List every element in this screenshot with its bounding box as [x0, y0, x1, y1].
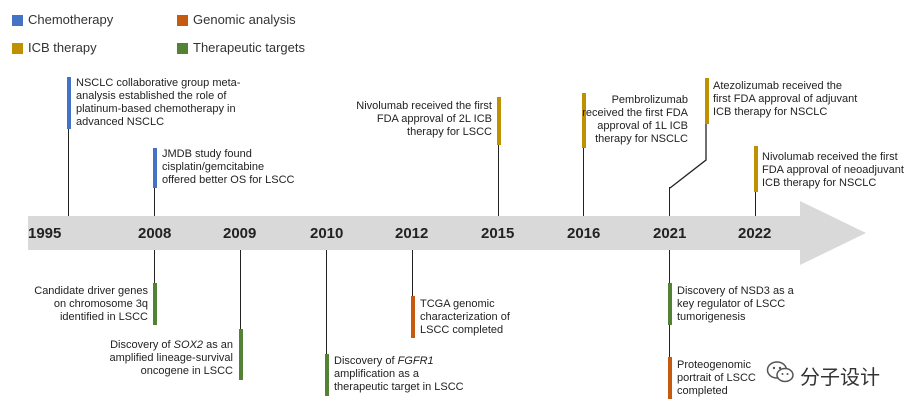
event-2008-top-text: JMDB study found cisplatin/gemcitabine off…	[162, 148, 295, 186]
year-2009: 2009	[223, 225, 257, 242]
connector-2009-bottom	[240, 250, 242, 380]
marker-target-2021	[668, 283, 672, 325]
marker-genomic-2021	[668, 357, 672, 399]
event-2021-bottom-text-2: Proteogenomic portrait of LSCC completed	[677, 359, 756, 397]
legend-label-icb: ICB therapy	[28, 40, 97, 55]
event-2021-bottom-text-1: Discovery of NSD3 as a key regulator of L…	[677, 285, 794, 323]
event-2008-bottom-text: Candidate driver genes on chromosome 3q id…	[34, 285, 148, 323]
year-2015: 2015	[481, 225, 515, 242]
wechat-icon	[766, 361, 794, 383]
connector-2015-top	[498, 97, 500, 216]
legend-swatch-targets	[177, 43, 188, 54]
legend-label-genomic: Genomic analysis	[193, 12, 296, 27]
watermark-text: 分子设计	[800, 367, 880, 389]
year-1995: 1995	[28, 225, 62, 242]
event-2016-text: Pembrolizumab received the first FDA appro…	[582, 94, 688, 145]
event-1995-text: NSCLC collaborative group meta-analysis …	[76, 77, 241, 128]
marker-chemo-1995	[67, 77, 71, 129]
marker-genomic-2012	[411, 296, 415, 338]
legend-label-chemotherapy: Chemotherapy	[28, 12, 114, 27]
connector-2012-bottom	[412, 250, 414, 336]
legend-swatch-genomic	[177, 15, 188, 26]
year-2010: 2010	[310, 225, 344, 242]
event-2012-text: TCGA genomic characterization of LSCC comp…	[420, 298, 510, 336]
connector-1995-top	[68, 77, 70, 216]
legend-swatch-icb	[12, 43, 23, 54]
marker-target-2009	[239, 329, 243, 380]
year-2021: 2021	[653, 225, 687, 242]
gene-sox2: SOX2	[173, 339, 204, 351]
connector-2021-top-v	[669, 187, 671, 216]
marker-icb-2021	[705, 78, 709, 124]
event-2010-text: Discovery of FGFR1 amplification as a the…	[334, 355, 464, 393]
gene-fgfr1: FGFR1	[397, 355, 434, 367]
marker-target-2010	[325, 354, 329, 396]
year-2016: 2016	[567, 225, 601, 242]
event-2021-top-text: Atezolizumab received the first FDA appro…	[713, 80, 858, 118]
event-2009-text: Discovery of SOX2 as an amplified lineag…	[109, 339, 233, 377]
legend-swatch-chemotherapy	[12, 15, 23, 26]
marker-target-2008	[153, 283, 157, 325]
year-2008: 2008	[138, 225, 172, 242]
connector-2016-top	[583, 93, 585, 216]
year-2012: 2012	[395, 225, 429, 242]
marker-icb-2015	[497, 97, 501, 145]
event-2015-text: Nivolumab received the first FDA approval…	[356, 100, 492, 138]
year-2022: 2022	[738, 225, 772, 242]
event-2022-text: Nivolumab received the first FDA approval…	[762, 151, 904, 189]
marker-icb-2022	[754, 146, 758, 192]
connector-2010-bottom	[326, 250, 328, 395]
legend-label-targets: Therapeutic targets	[193, 40, 306, 55]
marker-chemo-2008	[153, 148, 157, 188]
marker-icb-2016	[582, 93, 586, 148]
